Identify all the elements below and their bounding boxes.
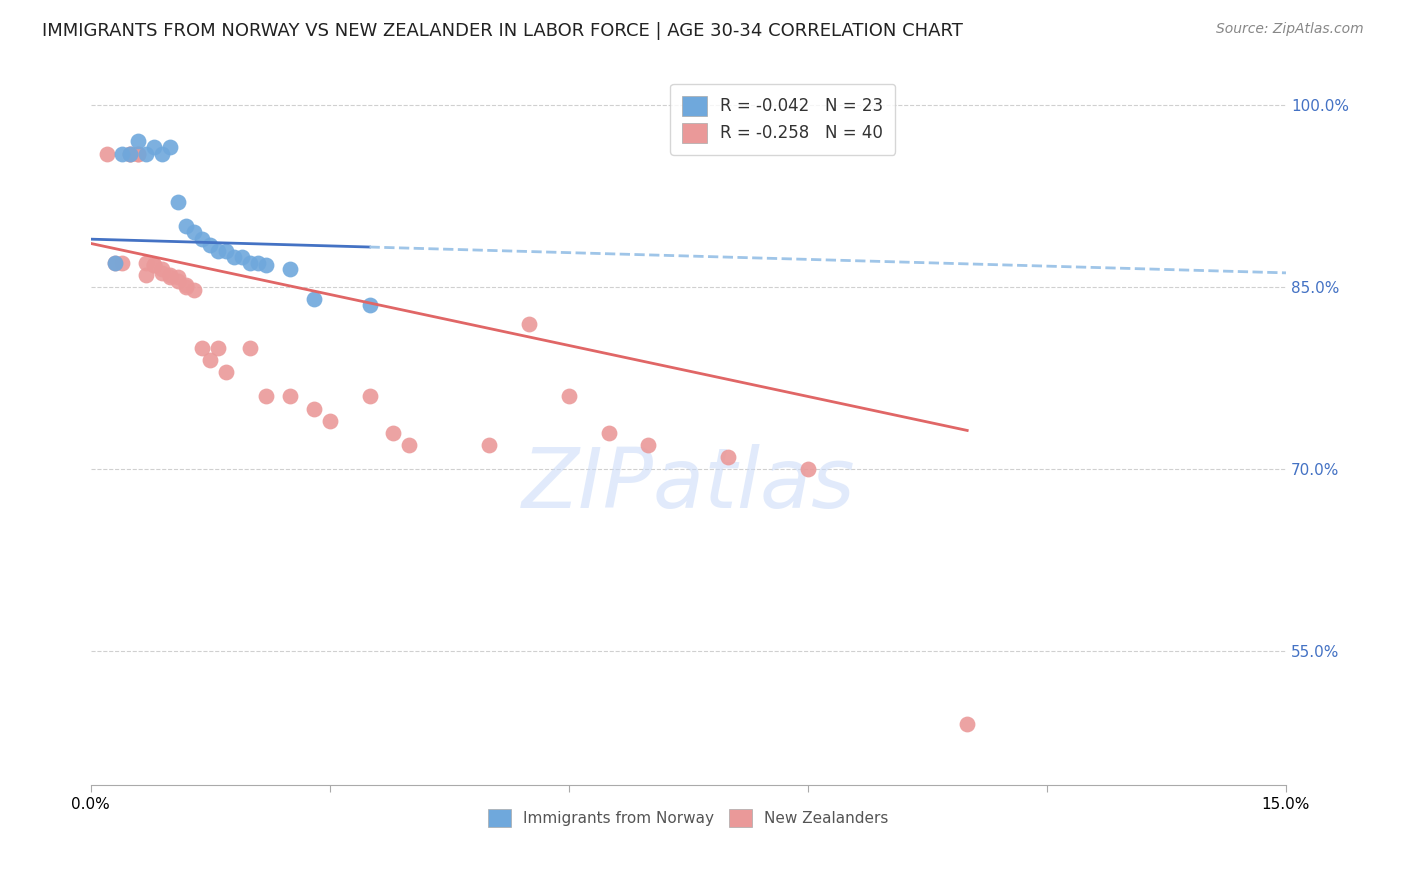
Point xyxy=(127,135,149,149)
Point xyxy=(239,341,262,355)
Point xyxy=(143,258,166,272)
Point xyxy=(207,341,229,355)
Point xyxy=(150,266,173,280)
Point xyxy=(198,353,221,368)
Point xyxy=(135,268,157,282)
Text: ZIPatlas: ZIPatlas xyxy=(522,443,855,524)
Point xyxy=(167,270,190,285)
Point xyxy=(183,283,205,297)
Point xyxy=(637,438,659,452)
Point xyxy=(717,450,740,465)
Point xyxy=(797,462,820,476)
Point xyxy=(135,256,157,270)
Point xyxy=(278,261,301,276)
Point xyxy=(598,425,620,440)
Point xyxy=(278,389,301,403)
Point xyxy=(174,277,197,292)
Point xyxy=(254,258,277,272)
Point xyxy=(103,256,125,270)
Point xyxy=(382,425,405,440)
Point xyxy=(191,341,214,355)
Point xyxy=(359,298,381,312)
Point xyxy=(174,219,197,234)
Point xyxy=(135,146,157,161)
Point xyxy=(103,256,125,270)
Point xyxy=(120,146,142,161)
Point xyxy=(127,146,149,161)
Point xyxy=(167,274,190,288)
Point xyxy=(150,261,173,276)
Point xyxy=(207,244,229,258)
Point xyxy=(302,293,325,307)
Point xyxy=(159,140,181,154)
Point xyxy=(359,389,381,403)
Point xyxy=(111,256,134,270)
Legend: Immigrants from Norway, New Zealanders: Immigrants from Norway, New Zealanders xyxy=(481,801,897,835)
Point xyxy=(191,231,214,245)
Point xyxy=(183,226,205,240)
Point xyxy=(111,146,134,161)
Text: Source: ZipAtlas.com: Source: ZipAtlas.com xyxy=(1216,22,1364,37)
Point xyxy=(222,250,245,264)
Point xyxy=(517,317,540,331)
Point xyxy=(174,280,197,294)
Point xyxy=(159,270,181,285)
Point xyxy=(239,256,262,270)
Point xyxy=(96,146,118,161)
Point xyxy=(167,195,190,210)
Point xyxy=(143,140,166,154)
Point xyxy=(159,268,181,282)
Point xyxy=(150,146,173,161)
Point xyxy=(254,389,277,403)
Point xyxy=(398,438,420,452)
Text: IMMIGRANTS FROM NORWAY VS NEW ZEALANDER IN LABOR FORCE | AGE 30-34 CORRELATION C: IMMIGRANTS FROM NORWAY VS NEW ZEALANDER … xyxy=(42,22,963,40)
Point xyxy=(215,244,238,258)
Point xyxy=(120,146,142,161)
Point xyxy=(302,401,325,416)
Point xyxy=(143,258,166,272)
Point xyxy=(558,389,581,403)
Point xyxy=(127,146,149,161)
Point xyxy=(215,365,238,379)
Point xyxy=(120,146,142,161)
Point xyxy=(478,438,501,452)
Point xyxy=(246,256,269,270)
Point xyxy=(318,414,340,428)
Point xyxy=(956,717,979,731)
Point xyxy=(198,237,221,252)
Point xyxy=(231,250,253,264)
